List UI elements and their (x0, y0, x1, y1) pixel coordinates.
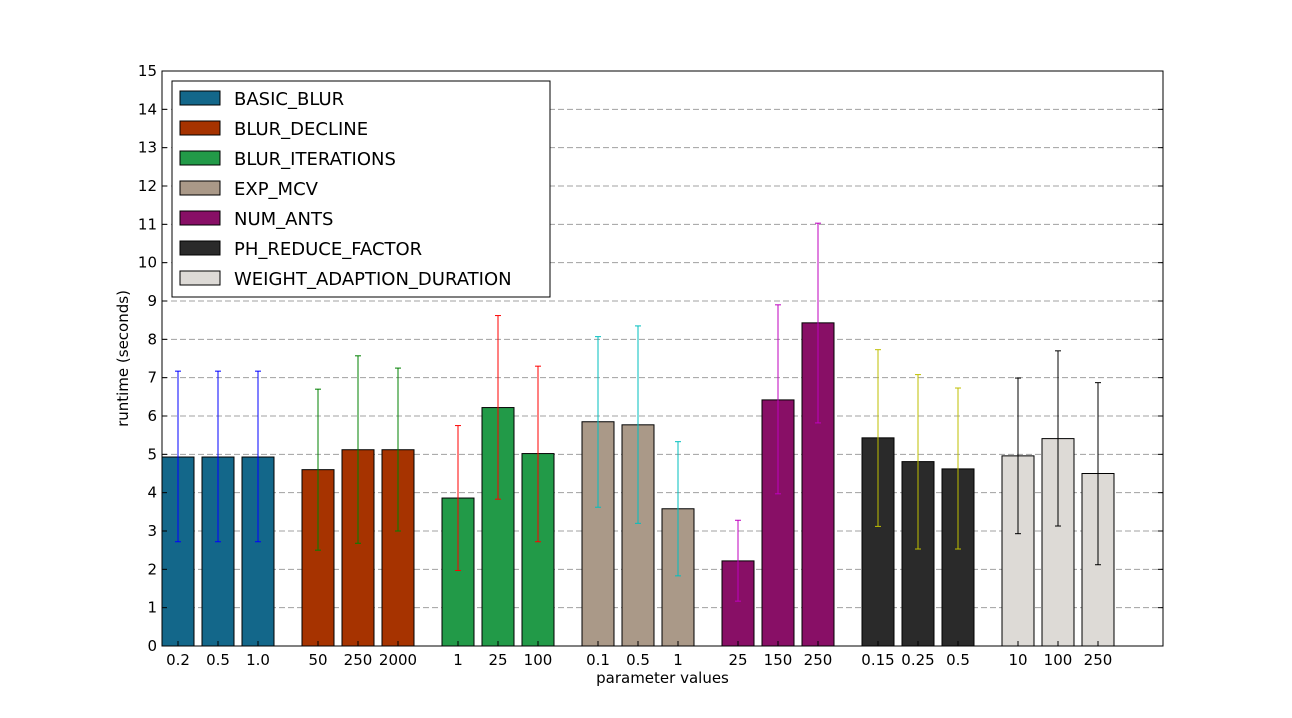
y-tick-label: 10 (138, 254, 157, 272)
y-tick-label: 8 (147, 330, 157, 348)
legend-swatch (179, 150, 221, 166)
legend-label: EXP_MCV (234, 179, 319, 200)
y-tick-label: 4 (147, 484, 157, 502)
x-tick-label: 0.15 (861, 651, 894, 669)
x-tick-label: 0.25 (901, 651, 934, 669)
y-tick-label: 2 (147, 560, 157, 578)
legend: BASIC_BLUR BLUR_DECLINE BLUR_ITERATIONS EXP… (171, 80, 551, 298)
y-tick-label: 1 (147, 599, 157, 617)
x-tick-label: 10 (1008, 651, 1027, 669)
y-tick-label: 14 (138, 100, 157, 118)
x-tick-label: 250 (344, 651, 373, 669)
y-axis-label: runtime (seconds) (114, 290, 132, 427)
x-tick-label: 1.0 (246, 651, 270, 669)
legend-swatch (179, 180, 221, 196)
x-tick-label: 2000 (379, 651, 417, 669)
legend-label: PH_REDUCE_FACTOR (234, 239, 422, 260)
x-tick-label: 0.2 (166, 651, 190, 669)
x-tick-label: 1 (673, 651, 683, 669)
x-tick-label: 25 (488, 651, 507, 669)
legend-swatch (179, 90, 221, 106)
y-tick-label: 12 (138, 177, 157, 195)
plot-area-frame (161, 70, 1164, 647)
legend-swatch (179, 240, 221, 256)
legend-swatch (179, 120, 221, 136)
legend-swatch (179, 210, 221, 226)
x-axis-label: parameter values (596, 669, 729, 687)
y-tick-label: 11 (138, 215, 157, 233)
legend-label: BLUR_DECLINE (234, 119, 368, 140)
legend-label: WEIGHT_ADAPTION_DURATION (234, 269, 512, 290)
error-bars (175, 222, 1101, 602)
y-tick-label: 13 (138, 139, 157, 157)
y-tick-label: 9 (147, 292, 157, 310)
x-tick-label: 250 (804, 651, 833, 669)
y-tick-label: 7 (147, 369, 157, 387)
x-tick-label: 250 (1084, 651, 1113, 669)
x-tick-label: 0.1 (586, 651, 610, 669)
x-tick-label: 150 (764, 651, 793, 669)
x-tick-label: 0.5 (206, 651, 230, 669)
x-tick-label: 100 (1044, 651, 1073, 669)
x-axis-ticks: 0.2 0.5 1.0 50 250 2000 1 25 100 0.1 0.5 1 25 150 250 0… (166, 641, 1112, 669)
legend-swatch (179, 270, 221, 286)
y-tick-label: 15 (138, 62, 157, 80)
x-tick-label: 0.5 (626, 651, 650, 669)
y-tick-label: 3 (147, 522, 157, 540)
y-tick-label: 6 (147, 407, 157, 425)
y-tick-label: 0 (147, 637, 157, 655)
legend-label: BLUR_ITERATIONS (234, 149, 396, 170)
x-tick-label: 100 (524, 651, 553, 669)
legend-label: BASIC_BLUR (234, 89, 344, 110)
legend-label: NUM_ANTS (234, 209, 333, 230)
bars (161, 322, 1115, 647)
x-tick-label: 0.5 (946, 651, 970, 669)
legend-box (171, 80, 551, 298)
x-tick-label: 25 (728, 651, 747, 669)
x-tick-label: 1 (453, 651, 463, 669)
y-tick-label: 5 (147, 445, 157, 463)
x-tick-label: 50 (308, 651, 327, 669)
